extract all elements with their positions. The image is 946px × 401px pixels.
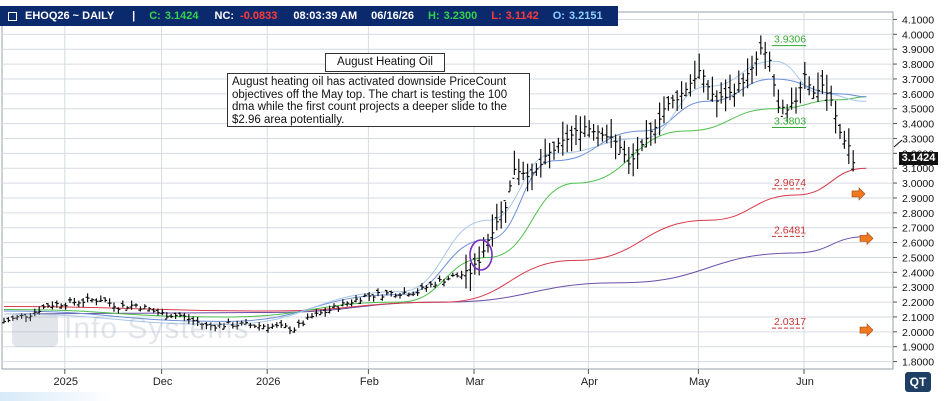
header-separator: | — [132, 10, 136, 22]
open-label: O: — [552, 10, 565, 22]
x-tick-label: Mar — [466, 376, 485, 388]
price-count-levels: 3.9306 3.3803 2.9674 2.6481 2.0317 — [772, 34, 874, 337]
price-count-label: 2.0317 — [774, 316, 806, 328]
highlight-circle — [469, 239, 493, 271]
y-tick-label: 3.8000 — [902, 59, 934, 71]
y-tick-label: 3.3000 — [902, 133, 934, 145]
moving-average-ma_100 — [3, 167, 867, 312]
moving-average-ma_40 — [3, 96, 867, 318]
y-tick-label: 2.6000 — [902, 238, 934, 250]
orange-arrow-icon — [859, 323, 874, 337]
y-tick-label: 3.1000 — [902, 163, 934, 175]
x-tick-label: Feb — [360, 376, 379, 388]
y-tick-label: 2.0000 — [902, 327, 934, 339]
price-count-label: 2.6481 — [774, 224, 806, 236]
y-tick-label: 2.4000 — [902, 267, 934, 279]
price-bars — [2, 35, 856, 335]
x-tick-label: 2026 — [256, 376, 280, 388]
y-tick-label: 2.2000 — [902, 297, 934, 309]
y-tick-label: 3.5000 — [902, 104, 934, 116]
open-value: 3.2151 — [568, 10, 603, 22]
timestamp: 08:03:39 AM — [293, 10, 358, 22]
qt-logo: QT — [905, 372, 931, 392]
y-tick-label: 2.1000 — [902, 312, 934, 324]
y-tick-label: 2.3000 — [902, 282, 934, 294]
last-price-tag: 3.1424 — [899, 152, 938, 165]
y-tick-label: 4.1000 — [902, 14, 934, 26]
y-tick-label: 3.4000 — [902, 119, 934, 131]
datestamp: 06/16/26 — [371, 10, 414, 22]
y-tick-label: 3.6000 — [902, 89, 934, 101]
close-label: C: — [149, 10, 161, 22]
chart-header: EHOQ26 ~ DAILY | C: 3.1424 NC: -0.0833 0… — [0, 6, 618, 26]
low-label: L: — [491, 10, 502, 22]
x-axis-ticks: 2025 Dec 2026 Feb Mar Apr May Jun — [54, 369, 814, 388]
x-tick-label: Apr — [581, 376, 598, 388]
y-tick-label: 1.8000 — [902, 357, 934, 369]
y-tick-label: 1.9000 — [902, 342, 934, 354]
price-count-label: 3.3803 — [774, 115, 806, 127]
high-label: H: — [428, 10, 440, 22]
y-tick-label: 4.0000 — [902, 29, 934, 41]
annotation-title: August Heating Oil — [325, 53, 445, 72]
low-value: 3.1142 — [505, 10, 539, 22]
nc-value: -0.0833 — [240, 10, 278, 22]
y-tick-label: 2.5000 — [902, 252, 934, 264]
orange-arrow-icon — [859, 231, 874, 246]
watermark-text: Info Systems — [64, 312, 250, 345]
y-axis-ticks: 4.1000 4.0000 3.9000 3.8000 3.7000 3.6000 3.50… — [893, 14, 934, 369]
price-count-label: 2.9674 — [774, 177, 806, 189]
price-count-label: 3.9306 — [774, 34, 806, 46]
annotation-body: August heating oil has activated downsid… — [227, 73, 530, 127]
y-tick-label: 2.7000 — [902, 223, 934, 235]
high-value: 3.2300 — [443, 10, 478, 22]
y-tick-label: 2.8000 — [902, 208, 934, 220]
y-tick-label: 3.9000 — [902, 44, 934, 56]
bottom-strip — [0, 392, 946, 401]
symbol-label: EHOQ26 ~ DAILY — [25, 10, 115, 22]
header-icon — [8, 11, 17, 21]
watermark: Info Systems — [12, 312, 250, 348]
y-tick-label: 3.0000 — [902, 178, 934, 190]
y-tick-label: 2.9000 — [902, 193, 934, 205]
last-price-pointer — [893, 139, 903, 148]
watermark-logo-icon — [12, 313, 58, 348]
x-tick-label: Jun — [796, 376, 814, 388]
nc-label: NC: — [214, 10, 235, 22]
x-tick-label: Dec — [153, 376, 173, 388]
moving-average-ma_200 — [3, 236, 867, 315]
close-value: 3.1424 — [164, 10, 199, 22]
x-tick-label: 2025 — [54, 376, 78, 388]
x-tick-label: May — [689, 376, 710, 388]
y-tick-label: 3.7000 — [902, 74, 934, 86]
orange-arrow-icon — [851, 187, 866, 201]
